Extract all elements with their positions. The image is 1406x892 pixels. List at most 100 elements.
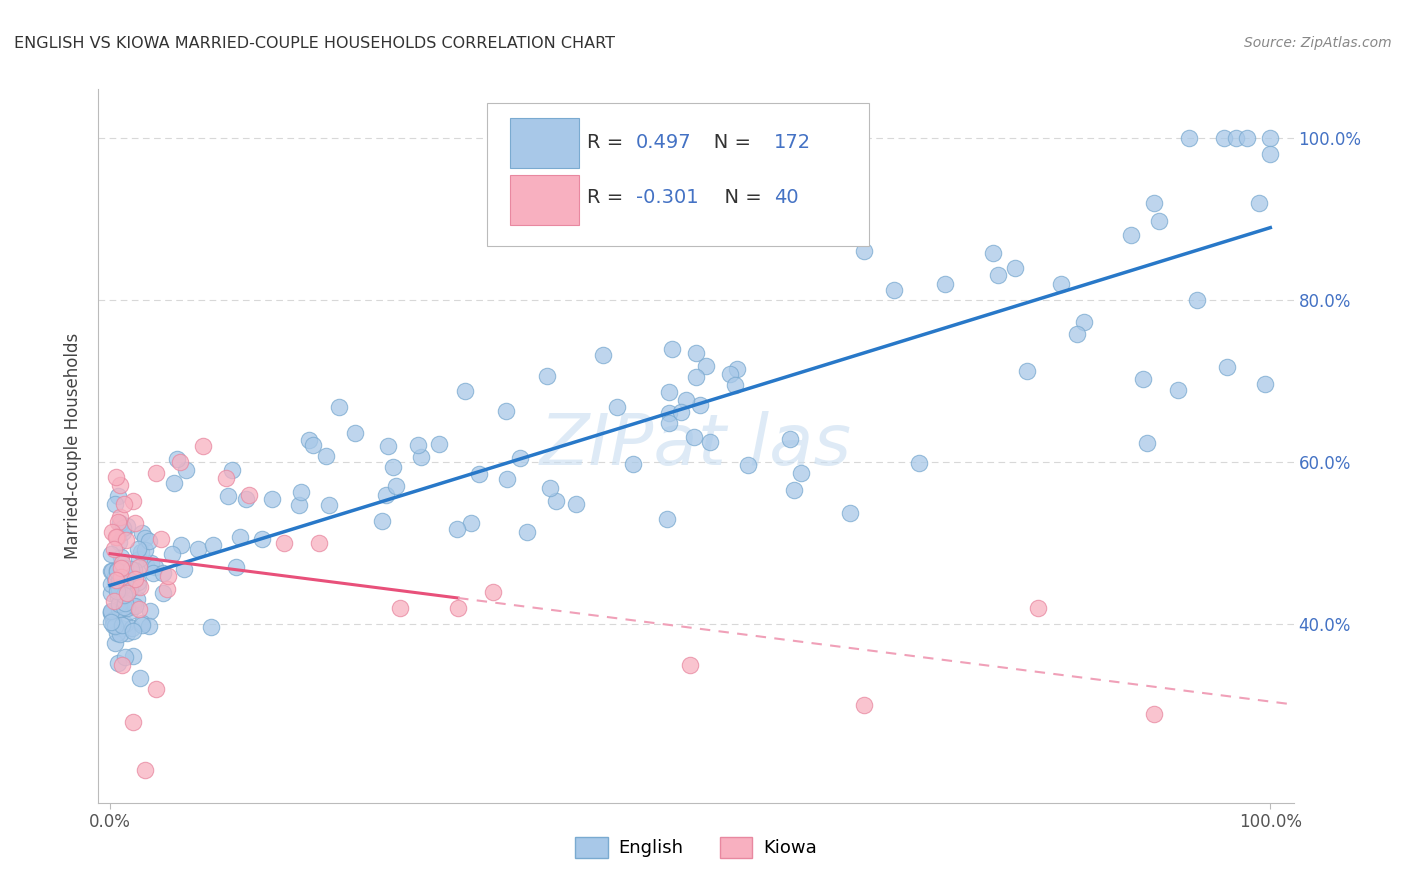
Point [101, 618, 124, 632]
Point [143, 560, 166, 574]
Point [114, 616, 136, 631]
Point [447, 601, 470, 615]
Point [695, 359, 717, 374]
Point [111, 657, 134, 672]
Point [103, 497, 125, 511]
Point [138, 618, 160, 632]
Point [1004, 260, 1026, 275]
Point [883, 283, 905, 297]
Point [308, 536, 330, 550]
Point [101, 525, 124, 540]
Point [377, 439, 399, 453]
Point [1136, 436, 1159, 450]
Point [546, 494, 568, 508]
Point [981, 246, 1004, 260]
Point [122, 714, 145, 729]
Point [290, 485, 312, 500]
Point [101, 613, 124, 627]
Point [131, 617, 153, 632]
Point [163, 476, 186, 491]
Point [138, 534, 160, 549]
Point [108, 478, 131, 492]
Point [669, 405, 692, 419]
Point [661, 342, 683, 356]
Point [1167, 383, 1189, 397]
Point [134, 531, 156, 545]
Point [389, 601, 412, 615]
Point [1212, 131, 1234, 145]
Point [115, 625, 138, 640]
Point [111, 521, 134, 535]
Point [779, 432, 801, 446]
Point [229, 530, 252, 544]
Point [344, 425, 367, 440]
Point [128, 560, 150, 574]
Point [496, 472, 519, 486]
Point [169, 455, 191, 469]
Text: ZIPat las: ZIPat las [540, 411, 852, 481]
Point [250, 532, 273, 546]
Point [606, 400, 628, 414]
Point [104, 570, 127, 584]
Point [375, 488, 398, 502]
Point [509, 450, 531, 465]
Point [105, 584, 128, 599]
Point [118, 582, 141, 596]
Point [225, 559, 247, 574]
Point [105, 562, 128, 576]
Point [107, 590, 129, 604]
Point [111, 580, 134, 594]
Point [107, 515, 129, 529]
Point [110, 549, 132, 564]
Point [675, 392, 697, 407]
Point [122, 648, 145, 663]
Point [1073, 315, 1095, 329]
Point [621, 458, 644, 472]
Point [128, 601, 150, 615]
Point [371, 514, 394, 528]
Point [104, 636, 127, 650]
Point [129, 545, 152, 559]
Point [538, 481, 561, 495]
Point [110, 556, 132, 570]
Point [127, 591, 149, 606]
Point [157, 568, 180, 582]
Point [131, 616, 153, 631]
Point [156, 582, 179, 596]
Point [302, 438, 325, 452]
Point [699, 435, 721, 450]
Point [160, 547, 183, 561]
Point [1178, 131, 1201, 145]
Point [1258, 147, 1281, 161]
Point [658, 384, 681, 399]
FancyBboxPatch shape [509, 175, 579, 225]
Point [100, 615, 122, 630]
Point [202, 538, 225, 552]
Point [131, 526, 153, 541]
Point [101, 564, 124, 578]
Point [406, 438, 429, 452]
Point [683, 430, 706, 444]
Point [105, 574, 128, 588]
Point [110, 620, 132, 634]
Point [115, 533, 138, 548]
Point [120, 562, 142, 576]
Point [238, 488, 260, 502]
Point [110, 584, 132, 599]
Point [127, 579, 149, 593]
Point [124, 516, 146, 530]
Point [495, 404, 517, 418]
Point [145, 466, 167, 480]
Point [110, 509, 132, 524]
Point [217, 490, 239, 504]
Text: Source: ZipAtlas.com: Source: ZipAtlas.com [1244, 36, 1392, 50]
Point [108, 535, 131, 549]
Point [127, 574, 149, 589]
Point [114, 586, 136, 600]
Point [110, 516, 132, 530]
Point [260, 491, 283, 506]
Point [718, 368, 741, 382]
Point [1050, 277, 1073, 291]
Point [315, 449, 337, 463]
Point [1254, 377, 1277, 392]
